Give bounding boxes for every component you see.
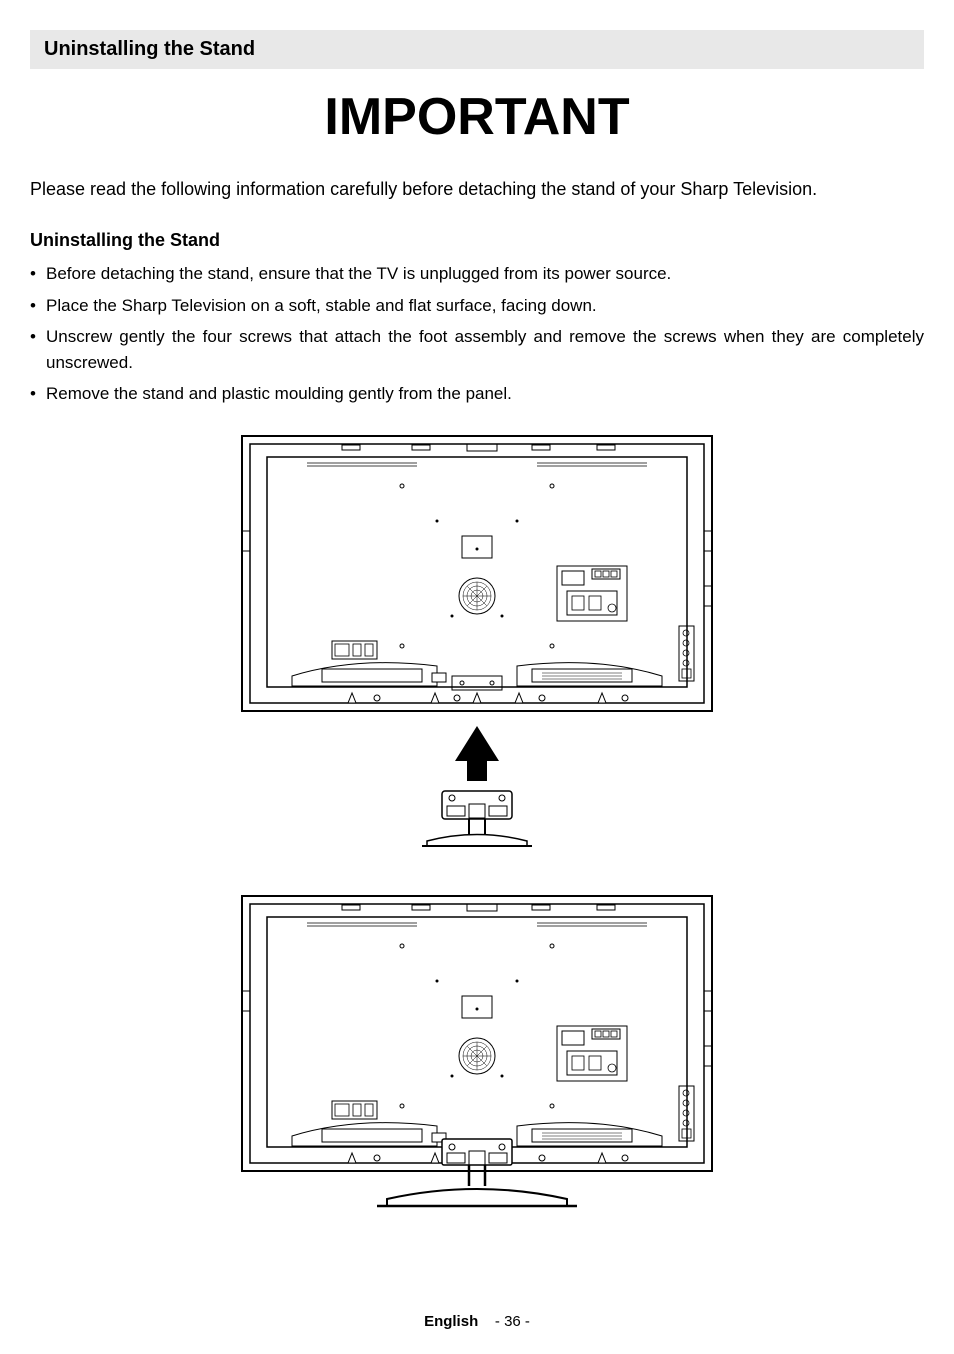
list-item: Unscrew gently the four screws that atta… <box>30 324 924 375</box>
intro-paragraph: Please read the following information ca… <box>30 177 924 202</box>
sub-heading: Uninstalling the Stand <box>30 230 924 251</box>
important-heading: IMPORTANT <box>30 87 924 147</box>
diagram-tv-stand-separated <box>237 431 717 851</box>
list-item: Before detaching the stand, ensure that … <box>30 261 924 287</box>
page-footer: English - 36 - <box>0 1313 954 1330</box>
instruction-list: Before detaching the stand, ensure that … <box>30 261 924 407</box>
list-item: Place the Sharp Television on a soft, st… <box>30 293 924 319</box>
footer-language: English <box>424 1313 478 1330</box>
diagram-container <box>30 431 924 1221</box>
section-header: Uninstalling the Stand <box>30 30 924 69</box>
list-item: Remove the stand and plastic moulding ge… <box>30 381 924 407</box>
footer-page-number: - 36 - <box>495 1313 530 1330</box>
diagram-tv-stand-attached <box>237 891 717 1221</box>
section-header-text: Uninstalling the Stand <box>44 38 255 60</box>
